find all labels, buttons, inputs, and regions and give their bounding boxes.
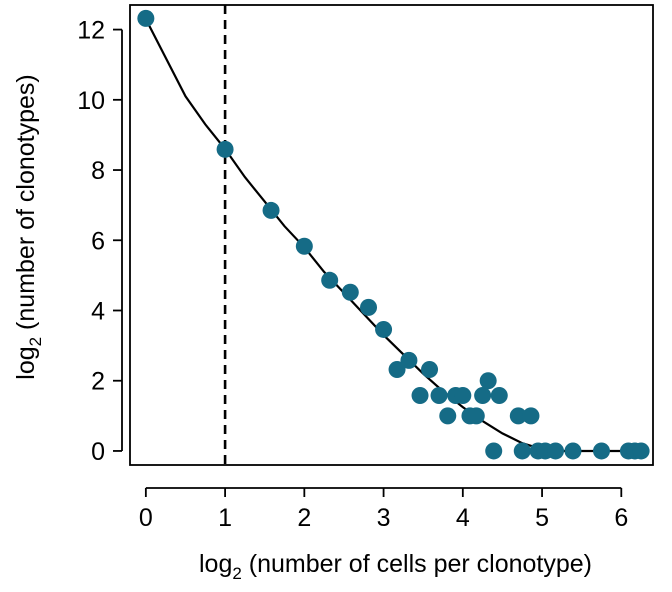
data-point	[321, 271, 339, 289]
data-point	[400, 351, 418, 369]
y-tick-label: 6	[91, 227, 105, 255]
x-tick-label: 4	[456, 504, 470, 532]
plot-frame	[129, 4, 654, 466]
x-tick-label: 0	[139, 504, 153, 532]
data-points-layer	[137, 9, 650, 460]
data-point	[216, 140, 234, 158]
data-point	[262, 201, 280, 219]
x-tick-label: 5	[535, 504, 549, 532]
data-point	[485, 442, 503, 460]
data-point	[295, 237, 313, 255]
data-point	[454, 386, 472, 404]
data-point	[421, 360, 439, 378]
data-point	[411, 386, 429, 404]
data-point	[439, 407, 457, 425]
data-point	[513, 442, 531, 460]
y-tick-label: 10	[77, 87, 105, 115]
data-point	[632, 442, 650, 460]
data-point	[388, 360, 406, 378]
y-tick-label: 8	[91, 157, 105, 185]
plot-border	[129, 4, 654, 466]
x-tick-label: 3	[377, 504, 391, 532]
y-tick-label: 2	[91, 368, 105, 396]
data-point	[564, 442, 582, 460]
data-point	[467, 407, 485, 425]
data-point	[430, 386, 448, 404]
y-axis-label: log2 (number of clonotypes)	[12, 74, 45, 379]
data-point	[490, 386, 508, 404]
data-point	[360, 298, 378, 316]
data-point	[474, 386, 492, 404]
data-point	[522, 407, 540, 425]
data-point	[341, 283, 359, 301]
y-tick-label: 12	[77, 17, 105, 45]
data-point	[592, 442, 610, 460]
x-axis-label: log2 (number of cells per clonotype)	[199, 550, 592, 583]
data-point	[547, 442, 565, 460]
x-tick-label: 2	[297, 504, 311, 532]
y-tick-label: 0	[91, 438, 105, 466]
x-axis: 0 1 2 3 4 5 6	[139, 487, 628, 532]
y-tick-label: 4	[91, 297, 105, 325]
fit-curve-layer	[144, 18, 642, 453]
data-point	[375, 320, 393, 338]
x-tick-label: 6	[614, 504, 628, 532]
data-point	[509, 407, 527, 425]
y-axis: 0 2 4 6 8 10 12	[77, 17, 123, 466]
x-tick-label: 1	[218, 504, 232, 532]
data-point	[137, 9, 155, 27]
data-point	[479, 372, 497, 390]
fit-curve	[144, 18, 642, 453]
